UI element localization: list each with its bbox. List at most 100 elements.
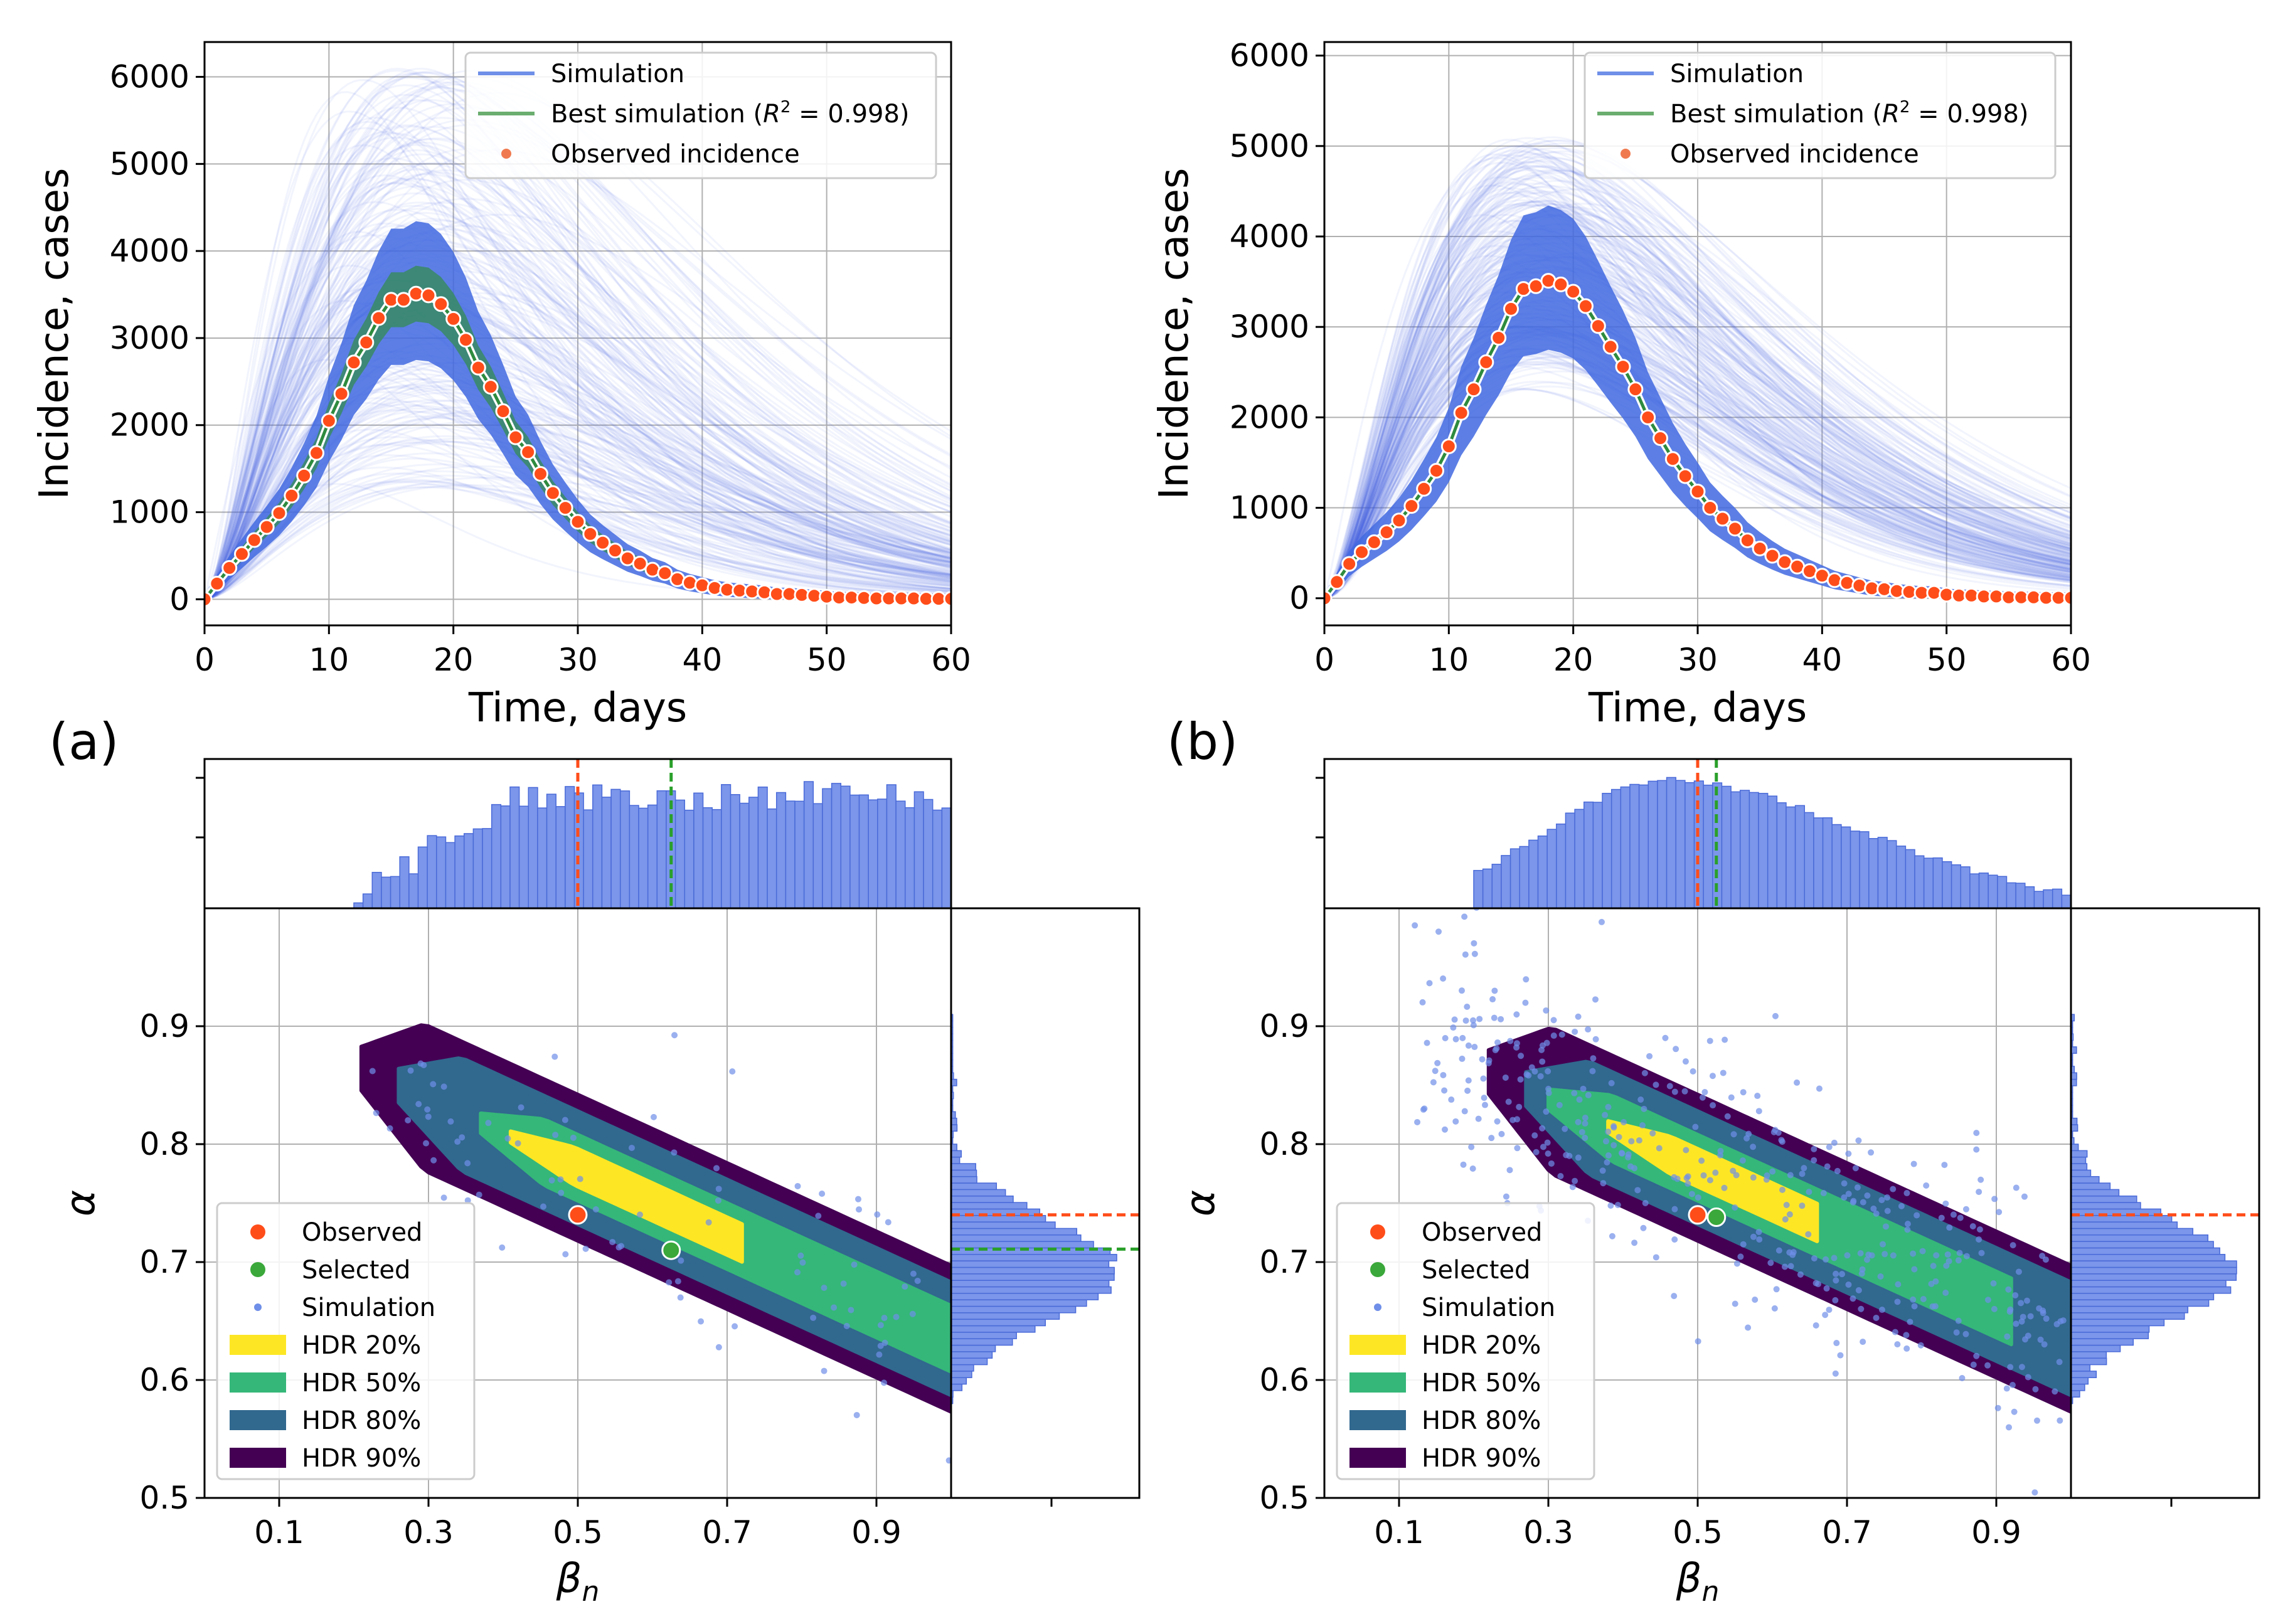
simulation-point	[856, 1206, 863, 1213]
simulation-curve	[205, 295, 951, 600]
simulation-point	[1543, 1007, 1550, 1014]
alpha-histogram-bar	[2071, 1332, 2149, 1339]
simulation-point	[1503, 1193, 1509, 1200]
observed-point	[205, 591, 213, 607]
simulation-curve	[1324, 301, 2071, 599]
simulation-curve	[1324, 267, 2071, 600]
simulation-point	[1602, 1138, 1609, 1145]
simulation-point	[1754, 1093, 1761, 1100]
simulation-curve	[1324, 243, 2071, 599]
simulation-point	[464, 1160, 471, 1167]
simulation-curve	[1324, 348, 2071, 599]
alpha-histogram-bar	[2071, 1377, 2089, 1385]
simulation-point	[514, 1140, 521, 1147]
beta-histogram-bar	[831, 783, 841, 908]
simulation-curve	[205, 125, 951, 600]
simulation-curve	[1324, 267, 2071, 599]
simulation-point	[1721, 1184, 1728, 1191]
simulation-curve	[205, 239, 951, 600]
simulation-point	[945, 1457, 951, 1464]
observed-point	[284, 487, 300, 504]
simulation-point	[1764, 1172, 1770, 1179]
simulation-point	[557, 1176, 564, 1183]
simulation-point	[1607, 1202, 1614, 1209]
simulation-curve	[205, 325, 951, 600]
alpha-histogram-bar	[2071, 1221, 2178, 1229]
simulation-curve	[1324, 139, 2071, 600]
panel-a-incidence-chart: 0 10 20 30 40 50 60 0 1000 2000 3000 4000 5000 6000 T…	[31, 41, 971, 731]
alpha-histogram-bar	[951, 1273, 1115, 1281]
observed-point	[533, 465, 548, 482]
simulation-point	[1545, 1150, 1551, 1157]
simulation-point	[1884, 1194, 1891, 1201]
simulation-point	[1779, 1186, 1786, 1193]
observed-point	[420, 287, 437, 304]
alpha-histogram-bar	[2071, 1286, 2232, 1294]
alpha-histogram-bar	[951, 1176, 977, 1184]
simulation-curve	[1324, 191, 2071, 599]
x-tick-label: 0.5	[1673, 1514, 1723, 1551]
simulation-point	[1857, 1250, 1864, 1256]
simulation-curve	[205, 218, 951, 600]
observed-point	[545, 485, 561, 501]
x-tick-label: 30	[1678, 642, 1718, 678]
simulation-point	[1575, 1118, 1582, 1125]
simulation-curve	[205, 290, 951, 600]
alpha-histogram-bar	[951, 1202, 1028, 1210]
legend-selected-marker	[1370, 1262, 1385, 1277]
simulation-curve	[1324, 231, 2071, 600]
simulation-point	[1932, 1278, 1939, 1285]
x-tick-label: 50	[1927, 642, 1967, 678]
simulation-point	[799, 1259, 806, 1266]
simulation-point	[1854, 1184, 1861, 1191]
simulation-point	[1984, 1297, 1991, 1303]
beta-histogram-bar	[1501, 855, 1511, 908]
beta-histogram-bar	[868, 799, 878, 908]
observed-point	[1354, 544, 1370, 560]
simulation-point	[2021, 1336, 2028, 1343]
simulation-point	[1459, 987, 1466, 994]
simulation-point	[1860, 1339, 1866, 1345]
x-tick-label: 20	[1553, 642, 1594, 678]
simulation-point	[407, 1067, 414, 1074]
simulation-curve	[205, 124, 951, 600]
beta-histogram-bar	[1528, 839, 1539, 908]
simulation-curve	[1324, 220, 2071, 599]
simulation-curve	[205, 302, 951, 600]
observed-point	[1565, 284, 1582, 300]
simulation-curve	[1324, 139, 2071, 599]
legend-best-label: Best simulation (R2 = 0.998)	[551, 98, 910, 129]
simulation-curve	[205, 276, 951, 600]
simulation-point	[1755, 1108, 1762, 1115]
simulation-point	[2025, 1374, 2031, 1381]
simulation-curve	[1324, 157, 2071, 600]
simulation-curve	[1324, 338, 2071, 600]
simulation-point	[1903, 1190, 1910, 1197]
simulation-curve	[1324, 236, 2071, 599]
alpha-histogram-bar	[2071, 1202, 2141, 1210]
x-tick-label: 0.3	[403, 1514, 454, 1551]
beta-histogram-bar	[1739, 790, 1750, 908]
observed-point	[1453, 405, 1469, 421]
simulation-point	[1976, 1236, 1983, 1243]
simulation-curve	[1324, 235, 2071, 600]
simulation-point	[815, 1213, 822, 1219]
simulation-point	[1522, 999, 1529, 1006]
simulation-point	[1440, 975, 1447, 982]
simulation-curve	[1324, 149, 2071, 599]
alpha-hist-frame	[2070, 907, 2260, 1499]
y-tick-label: 6000	[1230, 38, 1309, 74]
beta-histogram-bar	[1546, 829, 1557, 908]
observed-point	[1553, 276, 1569, 292]
simulation-point	[1860, 1199, 1866, 1206]
simulation-curve	[205, 295, 951, 600]
simulation-point	[1920, 1296, 1927, 1303]
simulation-curve	[205, 484, 951, 600]
y-tick-label: 3000	[1230, 309, 1309, 345]
simulation-point	[1907, 1319, 1913, 1325]
simulation-point	[1724, 1113, 1731, 1120]
simulation-point	[1832, 1297, 1839, 1303]
observed-point	[433, 296, 449, 312]
simulation-point	[440, 1194, 447, 1201]
